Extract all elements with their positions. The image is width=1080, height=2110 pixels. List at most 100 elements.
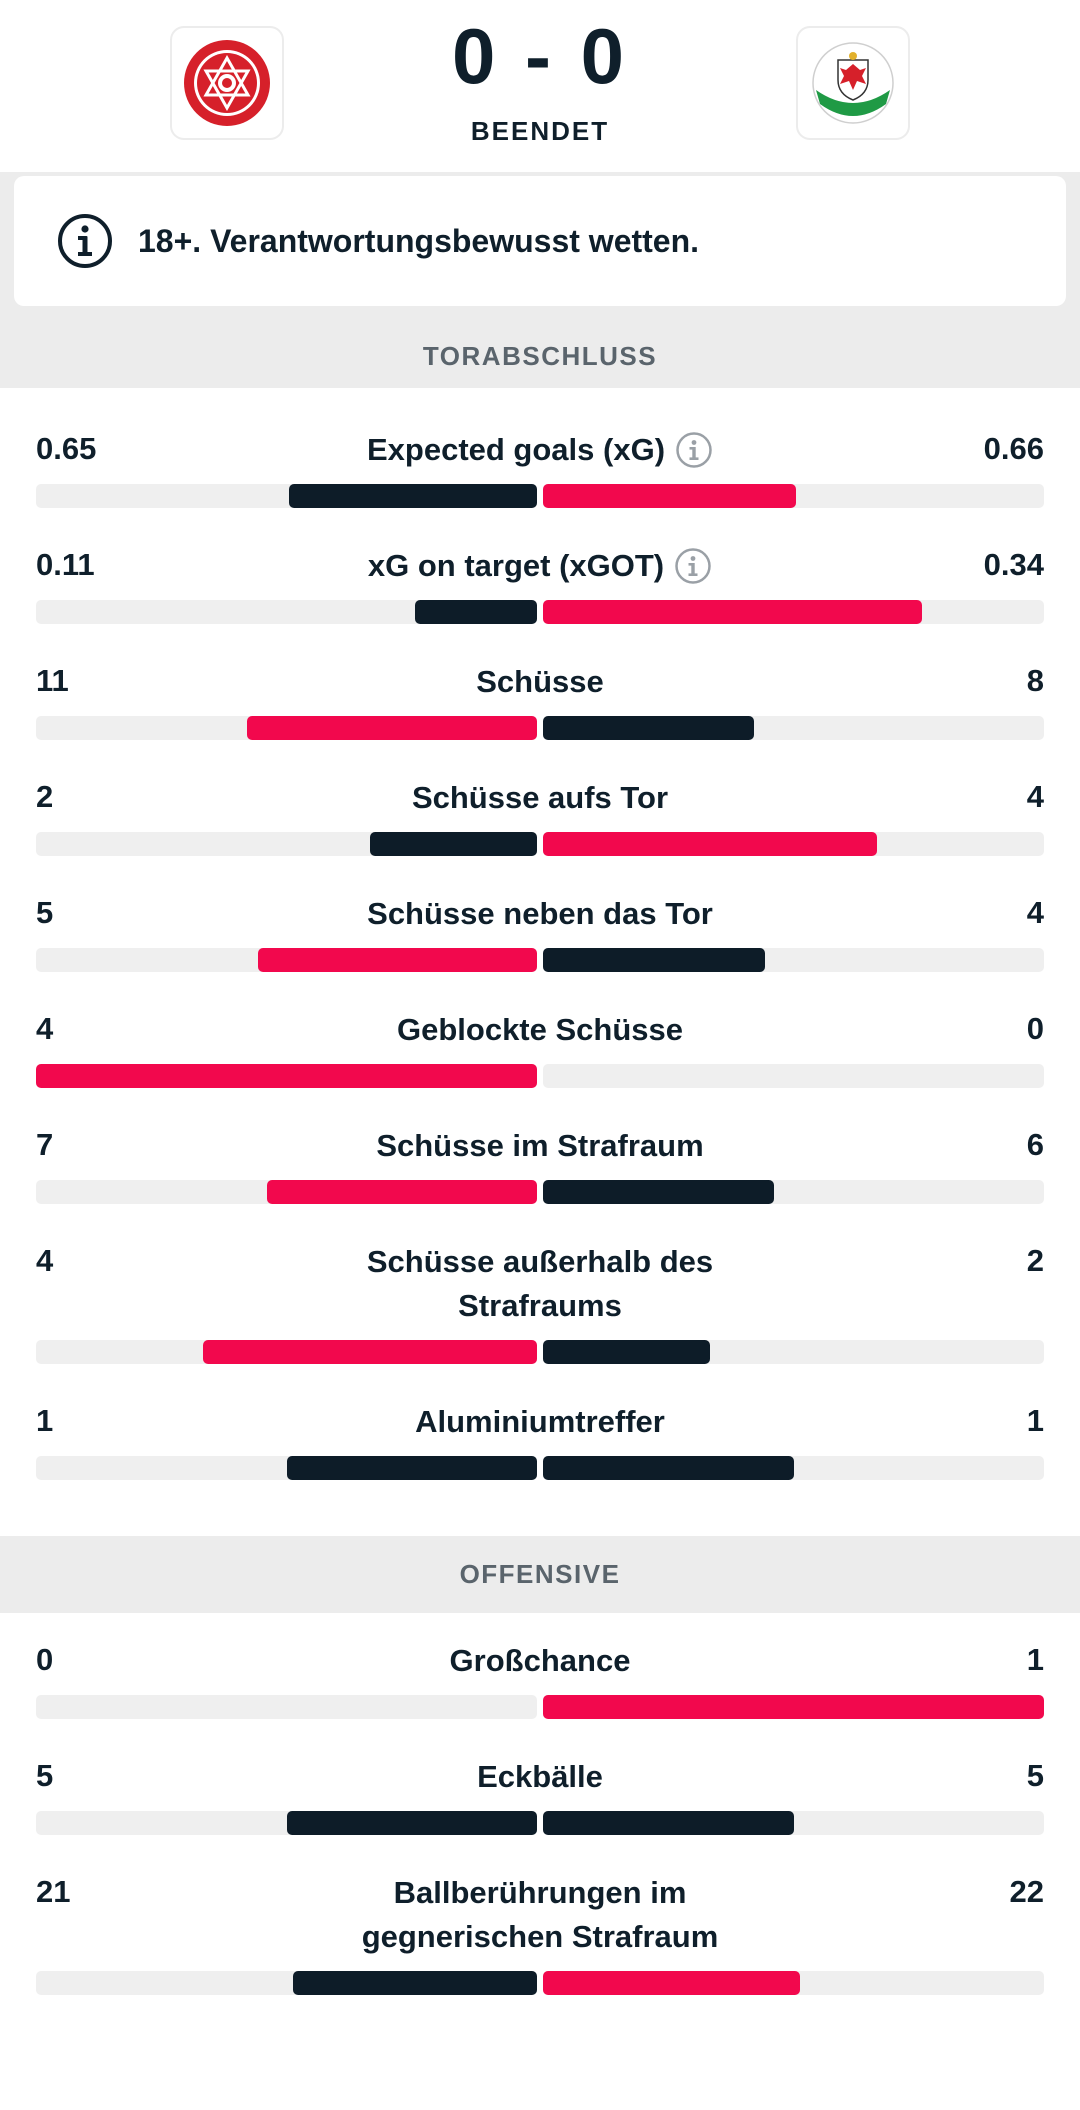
home-value: 21: [36, 1874, 71, 1909]
away-bar-track: [543, 1811, 1044, 1835]
stat-row: 0.65 Expected goals (xG) 0.66: [36, 428, 1044, 508]
home-bar-track: [36, 716, 537, 740]
stat-label-text: Schüsse neben das Tor: [367, 896, 713, 931]
home-team-crest[interactable]: [170, 26, 284, 140]
home-value: 0.11: [36, 547, 95, 582]
home-bar-fill: [370, 832, 537, 856]
stat-label: Geblockte Schüsse: [156, 1008, 924, 1052]
info-icon: [58, 214, 112, 268]
away-bar-fill: [543, 716, 754, 740]
comparison-bar: [36, 832, 1044, 856]
comparison-bar: [36, 1811, 1044, 1835]
stat-row: 21 Ballberührungen im gegnerischen Strafr…: [36, 1871, 1044, 1995]
away-value: 0.34: [983, 547, 1044, 582]
away-value: 1: [1026, 1642, 1044, 1677]
away-bar-track: [543, 484, 1044, 508]
info-icon[interactable]: [675, 431, 713, 469]
away-bar-fill: [543, 832, 878, 856]
match-status: BEENDET: [470, 116, 610, 146]
comparison-bar: [36, 600, 1044, 624]
home-bar-track: [36, 1064, 537, 1088]
away-team-logo-icon: [812, 42, 894, 124]
home-bar-fill: [414, 600, 537, 624]
home-bar-track: [36, 1340, 537, 1364]
stat-label: Großchance: [156, 1639, 924, 1683]
comparison-bar: [36, 1971, 1044, 1995]
comparison-bar: [36, 1456, 1044, 1480]
home-value: 4: [36, 1243, 54, 1278]
away-value: 8: [1026, 663, 1044, 698]
home-bar-track: [36, 600, 537, 624]
stat-row: 7 Schüsse im Strafraum 6: [36, 1124, 1044, 1204]
home-value: 0.65: [36, 431, 97, 466]
away-bar-fill: [543, 484, 796, 508]
home-bar-fill: [286, 1811, 537, 1835]
away-bar-track: [543, 1456, 1044, 1480]
stat-label-text: Eckbälle: [477, 1759, 603, 1794]
stat-label-text: Schüsse im Strafraum: [376, 1128, 704, 1163]
home-bar-fill: [258, 948, 537, 972]
stat-row: 5 Eckbälle 5: [36, 1755, 1044, 1835]
stat-row: 1 Aluminiumtreffer 1: [36, 1400, 1044, 1480]
comparison-bar: [36, 1180, 1044, 1204]
home-bar-fill: [267, 1180, 537, 1204]
away-bar-fill: [543, 1695, 1044, 1719]
comparison-bar: [36, 1695, 1044, 1719]
away-bar-track: [543, 832, 1044, 856]
comparison-bar: [36, 1064, 1044, 1088]
stat-label-text: Ballberührungen im gegnerischen Strafrau…: [361, 1875, 719, 1954]
away-bar-track: [543, 948, 1044, 972]
away-value: 5: [1026, 1758, 1044, 1793]
away-value: 1: [1026, 1403, 1044, 1438]
comparison-bar: [36, 716, 1044, 740]
comparison-bar: [36, 948, 1044, 972]
comparison-bar: [36, 484, 1044, 508]
home-bar-track: [36, 832, 537, 856]
home-bar-track: [36, 948, 537, 972]
home-team-logo-icon: [184, 40, 270, 126]
home-bar-track: [36, 1695, 537, 1719]
home-value: 5: [36, 1758, 54, 1793]
home-value: 2: [36, 779, 54, 814]
home-bar-track: [36, 484, 537, 508]
stat-label: Aluminiumtreffer: [156, 1400, 924, 1444]
home-bar-fill: [36, 1064, 537, 1088]
away-bar-track: [543, 1064, 1044, 1088]
stat-label-text: Großchance: [449, 1643, 631, 1678]
away-bar-track: [543, 1971, 1044, 1995]
away-bar-track: [543, 1180, 1044, 1204]
stat-row: 0.11 xG on target (xGOT) 0.34: [36, 544, 1044, 624]
stat-label: Schüsse neben das Tor: [156, 892, 924, 936]
home-value: 0: [36, 1642, 54, 1677]
home-bar-fill: [289, 484, 537, 508]
away-bar-fill: [543, 948, 766, 972]
section-title-torabschluss: TORABSCHLUSS: [422, 341, 658, 371]
away-value: 4: [1026, 779, 1044, 814]
away-value: 4: [1026, 895, 1044, 930]
stat-label-text: Schüsse außerhalb des Strafraums: [366, 1244, 714, 1323]
home-bar-fill: [246, 716, 537, 740]
home-bar-fill: [202, 1340, 537, 1364]
stat-label: Schüsse: [156, 660, 924, 704]
away-bar-fill: [543, 1971, 800, 1995]
stat-row: 4 Schüsse außerhalb des Strafraums 2: [36, 1240, 1044, 1364]
stat-label-text: Schüsse aufs Tor: [411, 780, 669, 815]
away-bar-track: [543, 600, 1044, 624]
stats-container: 0.65 Expected goals (xG) 0.66 0.11 xG on tar…: [0, 428, 1080, 1995]
away-bar-fill: [543, 1811, 794, 1835]
stat-label-text: Expected goals (xG): [366, 432, 666, 467]
away-team-crest[interactable]: [796, 26, 910, 140]
home-value: 5: [36, 895, 54, 930]
info-icon[interactable]: [674, 547, 712, 585]
stat-row: 0 Großchance 1: [36, 1639, 1044, 1719]
home-bar-track: [36, 1811, 537, 1835]
stat-row: 4 Geblockte Schüsse 0: [36, 1008, 1044, 1088]
stat-label: Expected goals (xG): [156, 428, 924, 472]
away-bar-track: [543, 716, 1044, 740]
home-bar-fill: [286, 1456, 537, 1480]
comparison-bar: [36, 1340, 1044, 1364]
stat-label: Eckbälle: [156, 1755, 924, 1799]
stat-label-text: Geblockte Schüsse: [396, 1012, 683, 1047]
stat-label: Ballberührungen im gegnerischen Strafrau…: [156, 1871, 924, 1959]
stat-row: 5 Schüsse neben das Tor 4: [36, 892, 1044, 972]
